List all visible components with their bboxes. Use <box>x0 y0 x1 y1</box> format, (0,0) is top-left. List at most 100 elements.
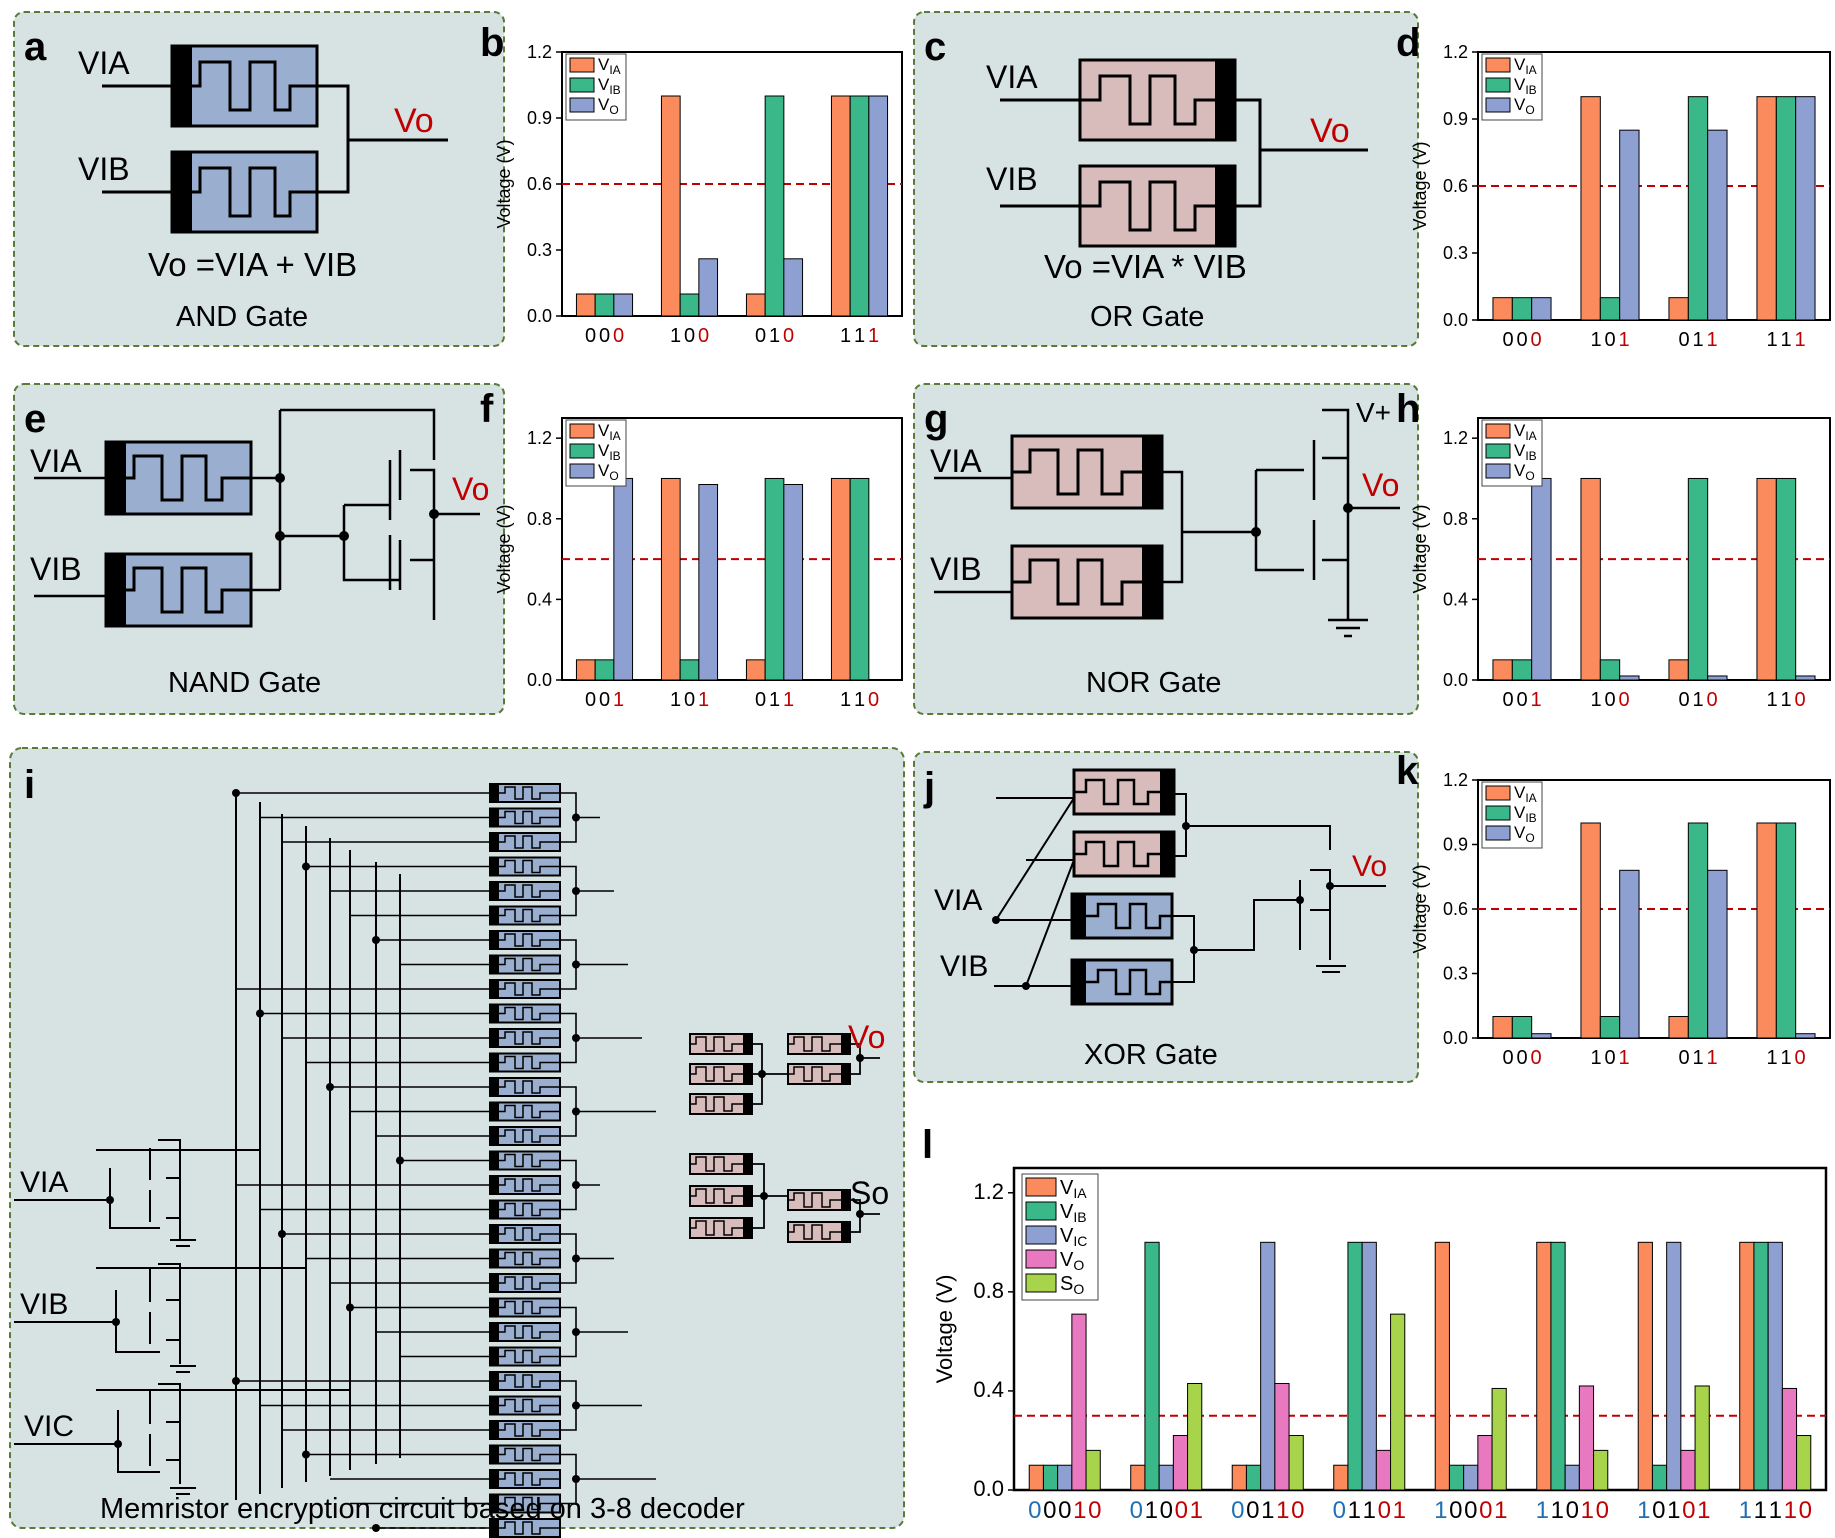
plot-frame <box>1477 417 1831 681</box>
bar-vib <box>1599 1016 1621 1039</box>
y-tick-label: 0.0 <box>1443 1028 1468 1048</box>
bar-so <box>1085 1449 1101 1491</box>
category-digit: 0 <box>599 325 610 347</box>
category-digit: 1 <box>1780 329 1791 351</box>
bar-vo <box>1375 1449 1392 1491</box>
bar-via <box>1637 1241 1653 1491</box>
y-tick-label: 1.2 <box>1443 428 1468 448</box>
bar-vo <box>698 258 719 317</box>
category-digit: 1 <box>868 325 879 347</box>
legend-swatch <box>1485 97 1511 113</box>
output-label: Vo <box>394 102 434 140</box>
panel-letter-h: h <box>1396 387 1420 431</box>
bar-vo <box>1781 1387 1798 1491</box>
category-digit: 1 <box>1637 1497 1650 1524</box>
y-axis-label: Voltage (V) <box>1410 504 1430 593</box>
y-tick-label: 0.9 <box>1443 835 1468 855</box>
category-digit: 1 <box>1780 689 1791 711</box>
bar-vib <box>1599 659 1621 681</box>
category-digit: 1 <box>1697 1497 1710 1524</box>
y-tick-label: 0.0 <box>527 670 552 690</box>
gate-name: XOR Gate <box>1084 1039 1218 1071</box>
category-digit: 0 <box>1502 689 1513 711</box>
bar-via <box>745 293 766 317</box>
bar-so <box>1390 1313 1406 1491</box>
category-digit: 1 <box>1261 1497 1274 1524</box>
panel-a: a VIA VIB Vo Vo =VIA + VIB AND Gate <box>13 11 505 347</box>
panel-c: c VIA VIB Vo Vo =VIA * VIB OR Gate <box>913 11 1419 347</box>
bar-via <box>660 477 681 681</box>
bar-via <box>1668 297 1689 321</box>
bar-vo <box>1619 675 1640 681</box>
bar-vic <box>1767 1241 1783 1491</box>
category-digit: 1 <box>698 689 709 711</box>
bar-vo <box>1172 1435 1189 1491</box>
bar-via <box>1434 1241 1450 1491</box>
bar-via <box>1756 477 1777 681</box>
category-digit: 0 <box>1530 329 1541 351</box>
category-digit: 0 <box>684 325 695 347</box>
bar-via <box>1536 1241 1552 1491</box>
bar-vo <box>1795 1033 1816 1039</box>
input-a-label: VIA <box>930 443 982 479</box>
category-digit: 0 <box>1652 1497 1665 1524</box>
bar-via <box>1231 1464 1247 1491</box>
input-b-label: VIB <box>986 161 1038 197</box>
category-digit: 1 <box>1766 689 1777 711</box>
bar-vic <box>1260 1241 1276 1491</box>
bar-via <box>660 95 681 317</box>
category-digit: 0 <box>1130 1497 1143 1524</box>
category-digit: 1 <box>1536 1497 1549 1524</box>
category-digit: 1 <box>1769 1497 1782 1524</box>
category-digit: 0 <box>1596 1497 1609 1524</box>
bar-vib <box>1245 1464 1262 1491</box>
bar-vo <box>1795 675 1816 681</box>
y-tick-label: 1.2 <box>1443 770 1468 790</box>
category-digit: 0 <box>1516 329 1527 351</box>
y-tick-label: 0.4 <box>1443 589 1468 609</box>
category-digit: 0 <box>1678 329 1689 351</box>
category-digit: 0 <box>1160 1497 1173 1524</box>
bar-vo <box>1707 129 1728 321</box>
bar-vib <box>1775 96 1797 321</box>
category-digit: 1 <box>783 689 794 711</box>
bar-vib <box>1599 297 1621 321</box>
category-digit: 1 <box>1276 1497 1289 1524</box>
bar-vib <box>679 293 700 317</box>
category-digit: 0 <box>755 689 766 711</box>
panel-i: i VIA VIB VIC Vo So Memristor encryption… <box>9 747 905 1538</box>
category-digit: 1 <box>1692 1047 1703 1069</box>
category-digit: 1 <box>1618 329 1629 351</box>
bar-via <box>1668 1016 1689 1039</box>
category-digit: 0 <box>1794 689 1805 711</box>
category-digit: 1 <box>1348 1497 1361 1524</box>
bar-vo <box>1531 1033 1552 1039</box>
panel-letter-e: e <box>24 397 46 441</box>
category-digit: 1 <box>670 325 681 347</box>
bar-via <box>1333 1464 1349 1491</box>
category-digit: 1 <box>1780 1047 1791 1069</box>
bar-vo <box>783 484 804 681</box>
output-label: Vo <box>1310 112 1350 150</box>
input-a-label: VIA <box>78 45 130 81</box>
category-digit: 1 <box>1363 1497 1376 1524</box>
bar-via <box>1130 1464 1146 1491</box>
bar-vib <box>1511 659 1533 681</box>
gate-name: OR Gate <box>1090 301 1204 333</box>
y-tick-label: 0.8 <box>973 1278 1004 1303</box>
bar-so <box>1187 1382 1203 1491</box>
bar-vo <box>1531 297 1552 321</box>
bar-via <box>830 477 851 681</box>
bar-via <box>745 659 766 681</box>
legend-swatch <box>1485 57 1511 73</box>
panel-letter-j: j <box>923 765 935 809</box>
y-tick-label: 0.0 <box>527 306 552 326</box>
category-digit: 0 <box>1706 689 1717 711</box>
bar-so <box>1491 1387 1507 1491</box>
y-axis-label: Voltage (V) <box>1410 141 1430 230</box>
plot-frame <box>1012 1166 1828 1492</box>
bar-via <box>575 659 596 681</box>
y-tick-label: 0.4 <box>973 1377 1004 1402</box>
